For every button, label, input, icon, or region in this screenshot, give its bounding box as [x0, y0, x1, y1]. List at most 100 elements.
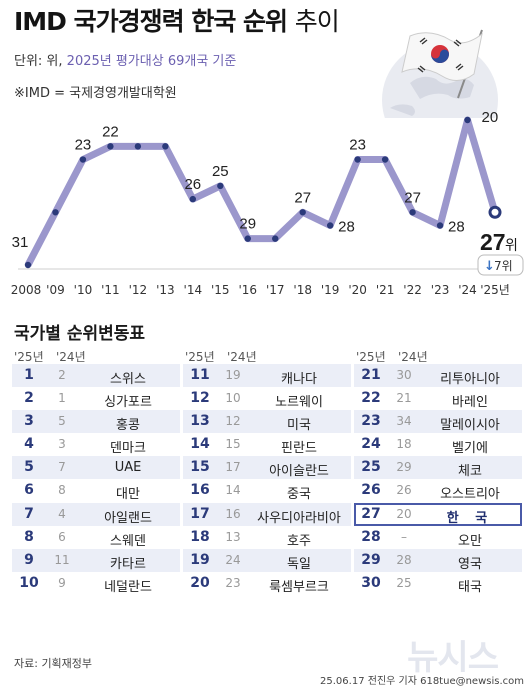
value-label: 25 — [212, 163, 229, 180]
data-point — [134, 143, 142, 150]
data-point — [189, 195, 197, 203]
table-row: 27 20 한 국 — [354, 502, 522, 526]
country-name: 독일 — [287, 556, 311, 572]
header-2024: '24년 — [227, 350, 257, 364]
header-2025: '25년 — [356, 350, 386, 364]
data-point — [488, 205, 502, 219]
table-row: 2 1 싱가포르 — [12, 387, 180, 410]
x-tick-label: '14 — [184, 283, 203, 297]
final-rank-value: 27 — [480, 229, 506, 255]
rank-2025: 4 — [24, 436, 34, 453]
rank-2025: 16 — [190, 482, 210, 499]
data-point — [354, 156, 361, 163]
x-tick-label: '11 — [101, 283, 120, 297]
table-row: 23 34 말레이시아 — [354, 410, 522, 434]
table-row: 24 18 벨기에 — [354, 433, 522, 456]
header-2025: '25년 — [185, 350, 215, 364]
rank-2024: 25 — [396, 575, 412, 590]
value-label: 23 — [75, 137, 92, 154]
final-rank-callout: 27 위 ↓ 7위 — [477, 229, 524, 276]
rank-2024: – — [401, 529, 407, 544]
data-point — [326, 222, 334, 229]
column-header: '25년 '24년 — [183, 346, 351, 364]
data-point — [464, 116, 471, 124]
country-name: UAE — [114, 460, 142, 476]
rank-2025: 5 — [24, 459, 34, 476]
country-name: 바레인 — [452, 395, 488, 411]
value-labels-layer: 31 23 22 26 25 29 27 28 23 27 28 20 — [12, 109, 499, 251]
rank-2024: 8 — [58, 483, 66, 498]
rank-2024: 34 — [396, 414, 412, 429]
globe-flag-illustration — [382, 29, 498, 118]
rank-2025: 12 — [190, 390, 210, 407]
data-point — [272, 235, 279, 242]
x-tick-label: '16 — [238, 283, 257, 297]
rank-2025: 6 — [24, 482, 34, 499]
header-2025: '25년 — [14, 350, 44, 364]
value-label: 28 — [338, 218, 355, 235]
x-tick-label: 2008 — [11, 283, 42, 297]
data-point — [436, 222, 444, 229]
ranking-column-3: '25년 '24년 21 30 리투아니아 22 21 바레인 23 34 말레이시아 24 18 벨… — [354, 346, 522, 595]
table-row: 16 14 중국 — [183, 479, 351, 502]
rank-2024: 12 — [225, 414, 241, 429]
rank-2024: 20 — [396, 506, 412, 521]
rank-2025: 26 — [361, 482, 381, 499]
table-row: 11 19 캐나다 — [183, 364, 351, 388]
country-name: 스웨덴 — [110, 533, 146, 549]
x-tick-label: '25년 — [480, 283, 510, 297]
rank-2025: 1 — [24, 367, 34, 383]
rank-2025: 2 — [24, 390, 34, 407]
country-name: 말레이시아 — [440, 418, 500, 434]
country-name: 중국 — [287, 487, 311, 503]
value-label: 23 — [349, 137, 366, 154]
rank-2025: 25 — [361, 459, 381, 476]
country-name: 오만 — [458, 533, 482, 549]
country-name: 덴마크 — [110, 441, 146, 457]
ranking-column-1: '25년 '24년 1 2 스위스 2 1 싱가포르 3 5 홍콩 4 3 덴마크 5 7 UAE 6 8 대만 7… — [12, 346, 180, 595]
rank-2024: 19 — [225, 368, 241, 382]
rank-2025: 3 — [24, 413, 34, 430]
table-row: 25 29 체코 — [354, 456, 522, 480]
table-row: 6 8 대만 — [12, 479, 180, 502]
rank-2025: 10 — [19, 574, 39, 591]
table-row: 15 17 아이슬란드 — [183, 456, 351, 480]
final-rank-unit: 위 — [505, 238, 518, 254]
rank-2025: 13 — [190, 413, 210, 430]
table-row: 18 13 호주 — [183, 526, 351, 549]
x-tick-label: '12 — [129, 283, 148, 297]
rank-2024: 24 — [225, 552, 241, 567]
x-tick-label: '22 — [403, 283, 422, 297]
rank-2025: 11 — [190, 367, 210, 383]
x-tick-label: '24 — [458, 283, 477, 297]
x-tick-label: '09 — [46, 283, 65, 297]
x-tick-label: '18 — [293, 283, 312, 297]
chart-title-bold: IMD 국가경쟁력 한국 순위 — [14, 7, 288, 36]
data-point — [299, 209, 306, 216]
table-row: 8 6 스웨덴 — [12, 526, 180, 549]
rank-2024: 7 — [58, 460, 66, 475]
rank-2025: 7 — [24, 505, 34, 522]
ranking-column-2: '25년 '24년 11 19 캐나다 12 10 노르웨이 13 12 미국 14 15 핀란드 15… — [183, 346, 351, 595]
country-name: 캐나다 — [281, 372, 317, 387]
rank-2024: 28 — [396, 552, 412, 567]
country-name: 대만 — [116, 487, 140, 503]
country-name: 카타르 — [110, 556, 146, 572]
rank-2024: 2 — [58, 368, 66, 382]
value-label: 27 — [404, 189, 421, 206]
rank-2025: 23 — [361, 413, 381, 430]
rank-2025: 17 — [190, 505, 210, 522]
rank-change-value: 7위 — [494, 259, 513, 273]
x-tick-label: '21 — [376, 283, 395, 297]
table-row: 5 7 UAE — [12, 456, 180, 480]
unit-prefix: 단위: 위, — [14, 54, 67, 69]
table-row: 1 2 스위스 — [12, 364, 180, 388]
rank-2025: 9 — [24, 551, 34, 568]
value-label: 28 — [448, 218, 465, 235]
rank-2024: 18 — [396, 437, 412, 452]
table-row: 17 16 사우디아라비아 — [183, 502, 351, 526]
rank-2025: 19 — [190, 551, 210, 568]
imd-note: ※IMD = 국제경영개발대학원 — [14, 86, 177, 101]
value-label: 22 — [102, 123, 119, 140]
rank-2024: 26 — [396, 483, 412, 498]
